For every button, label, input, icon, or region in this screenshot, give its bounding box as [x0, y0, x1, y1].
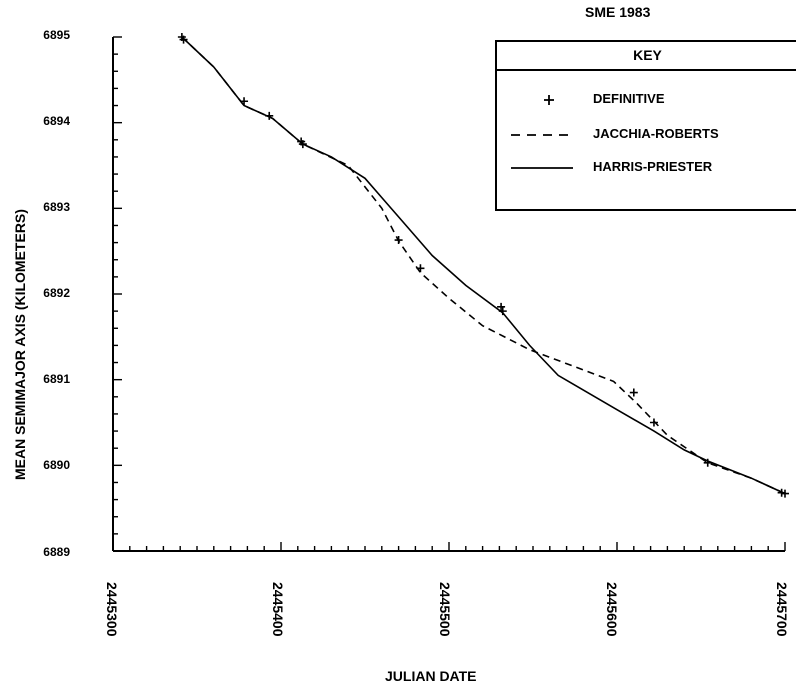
solid-line-icon — [511, 167, 573, 169]
x-tick-label: 2445600 — [604, 582, 620, 637]
data-point-definitive — [781, 489, 789, 498]
dashed-line-icon — [511, 134, 573, 136]
plus-marker-icon — [544, 95, 554, 105]
legend-label: HARRIS-PRIESTER — [593, 159, 713, 174]
series-line-harris-priester — [181, 36, 786, 495]
legend-label: JACCHIA-ROBERTS — [593, 126, 719, 141]
y-tick-label: 6889 — [43, 545, 70, 559]
legend-key: KEY DEFINITIVE JACCHIA-ROBERTS HARRIS-PR… — [495, 40, 796, 211]
legend-item-definitive: DEFINITIVE — [497, 89, 796, 111]
x-tick-label: 2445500 — [437, 582, 453, 637]
y-axis-label: MEAN SEMIMAJOR AXIS (KILOMETERS) — [12, 209, 28, 480]
y-tick-label: 6891 — [43, 372, 70, 386]
y-tick-label: 6895 — [43, 28, 70, 42]
x-tick-label: 2445400 — [270, 582, 286, 637]
y-tick-label: 6890 — [43, 458, 70, 472]
data-point-definitive — [497, 302, 506, 311]
x-tick-label: 2445700 — [774, 582, 790, 637]
legend-item-jacchia-roberts: JACCHIA-ROBERTS — [497, 124, 796, 146]
y-tick-label: 6894 — [43, 114, 70, 128]
data-point-definitive — [629, 388, 638, 397]
x-tick-label: 2445300 — [104, 582, 120, 637]
legend-title: KEY — [497, 42, 796, 71]
data-point-definitive — [649, 418, 658, 427]
x-axis-label: JULIAN DATE — [385, 668, 477, 684]
y-tick-label: 6893 — [43, 200, 70, 214]
y-tick-label: 6892 — [43, 286, 70, 300]
chart-title: SME 1983 — [585, 4, 651, 20]
legend-item-harris-priester: HARRIS-PRIESTER — [497, 157, 796, 179]
legend-label: DEFINITIVE — [593, 91, 665, 106]
